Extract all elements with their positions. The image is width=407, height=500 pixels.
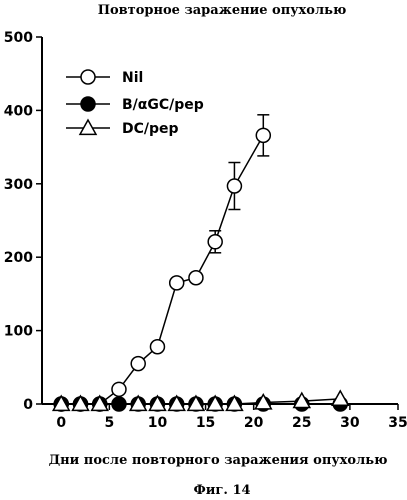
data-point xyxy=(332,391,348,405)
x-tick-label: 30 xyxy=(340,415,360,431)
data-point xyxy=(131,357,145,371)
y-tick-label: 500 xyxy=(4,30,33,46)
x-tick-label: 5 xyxy=(104,415,114,431)
y-tick-label: 400 xyxy=(4,103,33,119)
x-tick-label: 0 xyxy=(56,415,66,431)
legend-entry: Nil xyxy=(66,70,143,86)
data-point xyxy=(208,235,222,249)
legend-label: B/αGC/pep xyxy=(122,97,204,113)
y-tick-label: 0 xyxy=(23,397,33,413)
legend-label: Nil xyxy=(122,70,143,86)
x-tick-label: 35 xyxy=(388,415,407,431)
data-point xyxy=(256,128,270,142)
data-point xyxy=(227,179,241,193)
axes xyxy=(42,37,398,404)
y-tick-label: 300 xyxy=(4,177,33,193)
data-point xyxy=(170,276,184,290)
y-tick-labels: 0 100 200 300 400 500 xyxy=(4,30,33,413)
chart-title: Повторное заражение опухолью xyxy=(98,3,347,18)
figure-caption: Фиг. 14 xyxy=(193,483,250,498)
series-line xyxy=(61,135,263,404)
plot-area xyxy=(53,115,348,411)
legend-label: DC/pep xyxy=(122,121,179,137)
legend-marker xyxy=(81,97,95,111)
data-point xyxy=(150,340,164,354)
data-point xyxy=(112,382,126,396)
legend-marker xyxy=(81,70,95,84)
x-tick-labels: 0 5 10 15 20 25 30 35 xyxy=(56,415,407,431)
y-tick-label: 100 xyxy=(4,324,33,340)
legend-entry: DC/pep xyxy=(66,120,179,137)
y-tick-label: 200 xyxy=(4,250,33,266)
x-tick-label: 10 xyxy=(148,415,168,431)
legend-entry: B/αGC/pep xyxy=(66,97,204,113)
x-tick-label: 25 xyxy=(292,415,311,431)
legend-marker xyxy=(80,120,96,134)
x-axis-label: Дни после повторного заражения опухолью xyxy=(49,453,388,468)
x-tick-label: 20 xyxy=(244,415,264,431)
data-point xyxy=(189,271,203,285)
tick-marks xyxy=(36,37,398,410)
x-tick-label: 15 xyxy=(196,415,215,431)
series-nil xyxy=(54,115,270,411)
legend: Nil B/αGC/pep DC/pep xyxy=(66,70,204,137)
